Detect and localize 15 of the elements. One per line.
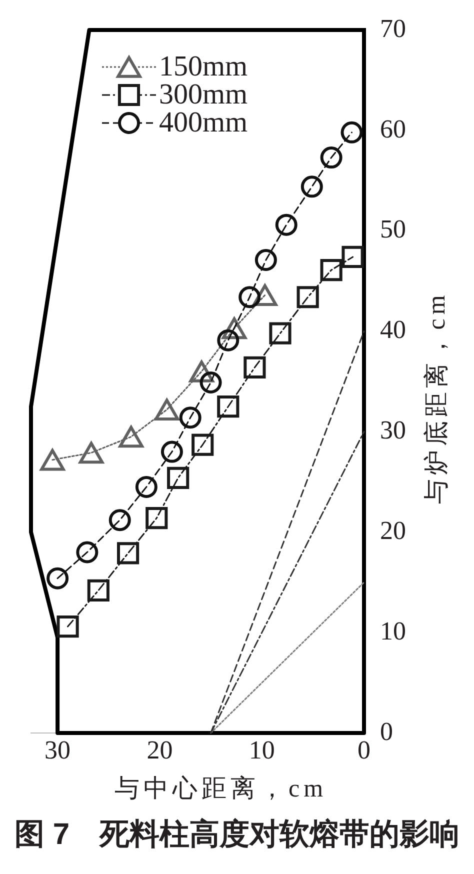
x-tick-label: 10 <box>248 735 275 764</box>
y-axis-title: 与炉底距离，cm <box>422 291 451 504</box>
x-axis-title: 与中心距离，cm <box>114 774 328 803</box>
text: 图 7 死料柱高度对软熔带的影响 <box>13 816 461 853</box>
y-tick-label: 10 <box>380 616 406 646</box>
x-tick-label: 20 <box>146 735 173 764</box>
y-tick-label: 40 <box>380 315 406 344</box>
y-tick-label: 50 <box>380 214 406 244</box>
y-tick-label: 0 <box>380 716 393 746</box>
x-tick-label: 0 <box>358 735 370 764</box>
x-tick-label: 30 <box>44 735 71 764</box>
y-tick-label: 70 <box>380 14 406 43</box>
y-tick-label: 60 <box>380 114 406 144</box>
y-tick-label: 20 <box>380 516 406 545</box>
y-tick-label: 30 <box>380 416 406 445</box>
